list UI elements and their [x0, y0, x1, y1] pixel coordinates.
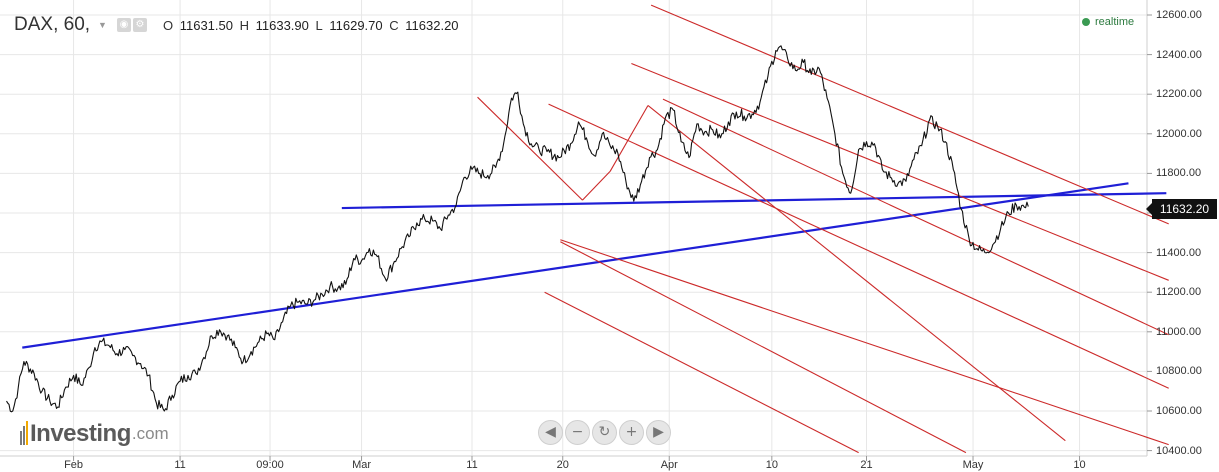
y-tick-label: 11800.00: [1156, 167, 1202, 180]
y-tick-label: 12000.00: [1156, 127, 1202, 140]
x-tick-label: 09:00: [256, 459, 284, 471]
low-label: L: [315, 17, 323, 33]
logo-domain: .com: [131, 424, 169, 443]
chart-header: DAX, 60, ▼ ◉ ⚙ O 11631.50 H 11633.90 L 1…: [14, 14, 462, 36]
open-label: O: [162, 17, 174, 33]
red-channel-line[interactable]: [650, 4, 1169, 225]
x-tick-label: Feb: [64, 459, 84, 471]
investing-logo[interactable]: Investing .com: [20, 420, 169, 448]
caret-down-icon[interactable]: ▼: [98, 20, 107, 30]
y-tick-label: 11400.00: [1156, 246, 1202, 259]
realtime-indicator: realtime: [1082, 16, 1134, 28]
y-tick-label: 12600.00: [1156, 9, 1202, 21]
y-tick-label: 10800.00: [1156, 365, 1202, 378]
logo-bars-icon: [20, 421, 28, 447]
high-value: 11633.90: [255, 17, 309, 33]
x-tick-label: May: [962, 459, 984, 471]
symbol-label[interactable]: DAX, 60,: [14, 14, 91, 35]
red-channel-line[interactable]: [560, 241, 967, 454]
red-channel-line[interactable]: [560, 239, 1169, 446]
realtime-dot-icon: [1082, 18, 1090, 26]
red-channel-line[interactable]: [647, 105, 1066, 442]
red-channel-line[interactable]: [544, 291, 859, 454]
logo-text: Investing: [30, 420, 131, 447]
x-tick-label: Apr: [660, 459, 678, 471]
red-channel-line[interactable]: [548, 103, 1169, 389]
high-label: H: [239, 17, 249, 33]
red-channel-line[interactable]: [609, 105, 649, 172]
axis-ticks: [73, 14, 1152, 461]
x-tick-label: 11: [466, 459, 478, 471]
low-value: 11629.70: [329, 17, 383, 33]
x-tick-label: 10: [1073, 459, 1086, 471]
y-tick-label: 11000.00: [1156, 325, 1202, 338]
red-channel-line[interactable]: [631, 62, 1169, 281]
scroll-right-button[interactable]: ▶: [646, 420, 671, 445]
zoom-out-button[interactable]: −: [565, 420, 590, 445]
red-channel-line[interactable]: [582, 171, 611, 201]
scroll-left-button[interactable]: ◀: [538, 420, 563, 445]
eye-icon[interactable]: ◉: [116, 18, 131, 32]
y-tick-label: 12400.00: [1156, 48, 1202, 61]
x-tick-label: 21: [860, 459, 873, 471]
y-tick-label: 12200.00: [1156, 88, 1202, 101]
last-price-tag: 11632.20: [1146, 199, 1217, 219]
chart-nav-controls: ◀ − ↻ + ▶: [538, 420, 671, 445]
zoom-in-button[interactable]: +: [619, 420, 644, 445]
y-tick-label: 10600.00: [1156, 405, 1202, 417]
red-channel-line[interactable]: [662, 98, 1169, 336]
reset-button[interactable]: ↻: [592, 420, 617, 445]
blue-trendline[interactable]: [22, 182, 1129, 349]
realtime-label: realtime: [1095, 16, 1135, 28]
x-tick-label: 11: [174, 459, 186, 471]
open-value: 11631.50: [179, 17, 233, 33]
chart-grid: [0, 0, 1147, 456]
blue-trendline[interactable]: [341, 192, 1167, 210]
trendline-layer: [22, 4, 1169, 454]
y-tick-label: 11200.00: [1156, 286, 1202, 299]
ohlc-readout: O 11631.50 H 11633.90 L 11629.70 C 11632…: [163, 18, 462, 33]
x-tick-label: Mar: [352, 459, 372, 471]
y-tick-label: 10400.00: [1156, 444, 1202, 457]
price-series-line: [6, 45, 1029, 413]
x-tick-label: 10: [765, 459, 778, 471]
close-value: 11632.20: [405, 17, 459, 33]
red-channel-line[interactable]: [477, 96, 583, 201]
gear-icon[interactable]: ⚙: [132, 18, 147, 32]
x-tick-label: 20: [556, 459, 569, 471]
close-label: C: [389, 17, 399, 33]
